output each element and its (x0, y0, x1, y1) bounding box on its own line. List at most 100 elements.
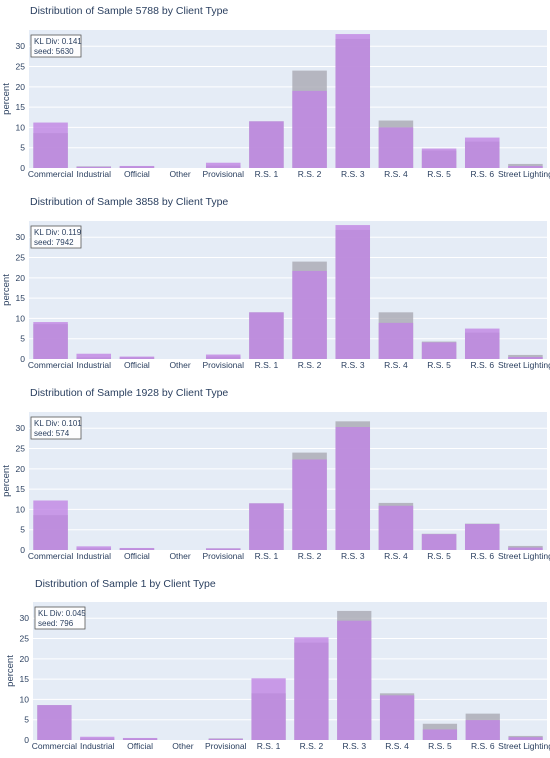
bar-series2-r-s-3 (337, 620, 372, 740)
y-tick-label: 30 (16, 41, 26, 51)
bar-series2-commercial (33, 122, 68, 168)
x-tick-label: Industrial (77, 360, 112, 370)
plot-area (29, 221, 547, 359)
y-tick-label: 5 (20, 525, 25, 535)
plot-area (29, 30, 547, 168)
x-tick-label: R.S. 1 (255, 551, 279, 561)
y-tick-label: 25 (16, 62, 26, 72)
bar-series2-r-s-3 (335, 427, 371, 550)
bar-series2-r-s-3 (335, 225, 371, 359)
chart-title: Distribution of Sample 5788 by Client Ty… (30, 5, 228, 17)
kl-annotation-box (30, 416, 82, 440)
x-tick-label: R.S. 6 (470, 169, 494, 179)
y-tick-label: 0 (20, 354, 25, 364)
y-tick-label: 20 (16, 82, 26, 92)
bar-series2-r-s-4 (378, 505, 414, 550)
y-axis-title: percent (1, 83, 12, 115)
x-tick-label: R.S. 4 (384, 551, 408, 561)
bar-series2-r-s-6 (464, 328, 500, 359)
y-tick-label: 30 (20, 613, 30, 623)
x-tick-label: R.S. 2 (298, 169, 322, 179)
bar-series2-r-s-4 (379, 695, 415, 740)
chart-panel-1: Distribution of Sample 5788 by Client Ty… (1, 5, 550, 179)
x-tick-label: Commercial (28, 169, 73, 179)
x-tick-label: R.S. 5 (427, 360, 451, 370)
y-tick-label: 30 (16, 232, 26, 242)
y-tick-label: 5 (20, 334, 25, 344)
bar-series2-provisional (205, 548, 241, 550)
bar-series2-official (119, 165, 155, 168)
x-tick-label: Street Lighting (498, 741, 550, 751)
y-tick-label: 10 (16, 122, 26, 132)
bar-series2-r-s-3 (335, 34, 371, 168)
x-tick-label: R.S. 6 (471, 741, 495, 751)
y-tick-label: 0 (24, 735, 29, 745)
y-axis-title: percent (5, 655, 16, 687)
x-tick-label: Street Lighting (498, 551, 550, 561)
x-tick-label: R.S. 1 (255, 360, 279, 370)
bar-series2-r-s-2 (294, 637, 329, 740)
bar-series2-provisional (205, 354, 241, 359)
y-tick-label: 5 (24, 715, 29, 725)
bar-series2-r-s-5 (421, 534, 457, 550)
x-tick-label: R.S. 4 (385, 741, 409, 751)
bar-series2-r-s-6 (464, 137, 500, 168)
y-tick-label: 25 (20, 634, 30, 644)
y-tick-label: 20 (20, 654, 30, 664)
x-tick-label: R.S. 3 (342, 741, 366, 751)
bar-series2-r-s-1 (249, 503, 284, 550)
y-tick-label: 15 (16, 484, 26, 494)
x-tick-label: Official (127, 741, 153, 751)
y-tick-label: 10 (16, 504, 26, 514)
bar-series2-r-s-2 (292, 90, 327, 168)
y-tick-label: 5 (20, 143, 25, 153)
x-tick-label: R.S. 6 (470, 360, 494, 370)
y-axis-title: percent (1, 274, 12, 306)
x-tick-label: Commercial (32, 741, 77, 751)
x-tick-label: R.S. 2 (298, 551, 322, 561)
bar-series2-street-lighting (508, 165, 543, 168)
x-tick-label: Industrial (80, 741, 115, 751)
bar-series2-street-lighting (508, 737, 543, 740)
bar-series2-r-s-2 (292, 459, 327, 550)
kl-annotation-box (30, 225, 82, 249)
kl-annotation-line: KL Div: 0.045 (38, 609, 86, 618)
x-tick-label: R.S. 6 (470, 551, 494, 561)
kl-annotation-line: seed: 574 (34, 429, 70, 438)
bar-series2-commercial (37, 705, 72, 740)
x-tick-label: R.S. 1 (257, 741, 281, 751)
bar-series2-provisional (208, 738, 243, 740)
kl-annotation-line: seed: 7942 (34, 238, 74, 247)
kl-annotation-line: KL Div: 0.119 (34, 228, 82, 237)
y-axis-title: percent (1, 465, 12, 497)
bar-series2-commercial (33, 322, 68, 359)
kl-annotation-line: KL Div: 0.141 (34, 37, 82, 46)
x-tick-label: Industrial (77, 551, 112, 561)
bar-series2-r-s-4 (378, 322, 414, 359)
y-tick-label: 15 (16, 293, 26, 303)
kl-annotation-box (34, 606, 86, 630)
kl-annotation-line: KL Div: 0.101 (34, 419, 82, 428)
bar-series2-r-s-5 (421, 148, 457, 168)
x-tick-label: Other (172, 741, 193, 751)
x-tick-label: R.S. 3 (341, 360, 365, 370)
bar-series2-industrial (76, 166, 112, 168)
bar-series2-street-lighting (508, 356, 543, 359)
bar-series2-industrial (76, 546, 112, 550)
bar-series2-official (119, 356, 155, 359)
x-tick-label: Provisional (205, 741, 247, 751)
bar-series2-r-s-2 (292, 270, 327, 359)
plot-area (29, 412, 547, 550)
y-tick-label: 25 (16, 444, 26, 454)
y-tick-label: 10 (20, 694, 30, 704)
x-tick-label: R.S. 5 (427, 551, 451, 561)
x-tick-label: Provisional (202, 551, 244, 561)
x-tick-label: R.S. 2 (298, 360, 322, 370)
chart-panel-3: Distribution of Sample 1928 by Client Ty… (1, 387, 550, 561)
chart-title: Distribution of Sample 3858 by Client Ty… (30, 196, 228, 208)
chart-panel-4: Distribution of Sample 1 by Client Type 0… (5, 578, 550, 751)
x-tick-label: Street Lighting (498, 360, 550, 370)
bar-series2-r-s-5 (421, 342, 457, 359)
